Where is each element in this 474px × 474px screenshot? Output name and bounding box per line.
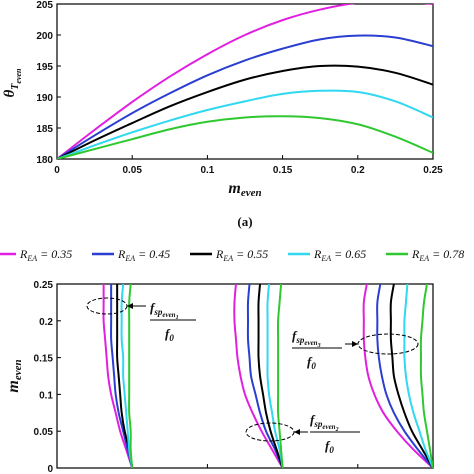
chart-b: 1.522.533.5400.050.10.150.20.25 meven fs…: [5, 280, 436, 474]
chart-b-series-4-branch-3: [403, 284, 433, 468]
chart-b-ytick-label: 0.05: [34, 427, 54, 438]
chart-a-series-line-2: [57, 34, 433, 159]
chart-a-xtick-label: 0.1: [200, 165, 214, 176]
legend-item-1: REA = 0.35: [0, 247, 72, 263]
chart-a-xtick-label: 0.15: [273, 165, 293, 176]
chart-b-series-5-branch-2: [276, 284, 284, 468]
chart-a-series-line-4: [57, 89, 433, 159]
annotation-3-arrowhead: [352, 341, 358, 347]
chart-b-series-1-branch-1: [102, 284, 134, 468]
chart-b-series-4-branch-1: [120, 284, 134, 468]
legend-label: REA = 0.78: [411, 247, 464, 263]
legend-item-4: REA = 0.65: [288, 247, 366, 263]
chart-b-series-1-branch-2: [233, 284, 284, 468]
chart-a-ytick-label: 185: [36, 124, 53, 135]
svg-text:f0: f0: [307, 354, 316, 371]
chart-b-ytick-label: 0.1: [39, 390, 53, 401]
chart-b-series-3-branch-3: [389, 284, 433, 468]
legend-item-3: REA = 0.55: [190, 247, 268, 263]
chart-b-ylabel: meven: [5, 359, 24, 392]
chart-b-lines: [102, 284, 433, 468]
chart-a-ytick-label: 195: [36, 62, 53, 73]
chart-a-xtick-label: 0.05: [122, 165, 142, 176]
chart-a-xtick-label: 0.2: [351, 165, 365, 176]
chart-b-ytick-label: 0.15: [34, 354, 54, 365]
caption-a: (a): [237, 214, 252, 229]
chart-a-series-line-5: [57, 115, 433, 159]
chart-b-series-2-branch-2: [246, 284, 284, 468]
chart-b-series-3-branch-2: [257, 284, 284, 468]
legend-item-5: REA = 0.78: [386, 247, 464, 263]
annotation-1-arrowhead: [127, 303, 133, 309]
chart-b-series-2-branch-1: [110, 284, 134, 468]
chart-b-frame: [56, 283, 434, 469]
annotation-fsp-even-3: fspeven3 f0: [292, 328, 419, 371]
chart-a-ylabel: θTeven: [2, 68, 23, 98]
legend-label: REA = 0.55: [215, 247, 268, 263]
chart-b-ytick-label: 0.2: [39, 317, 53, 328]
chart-a-series-line-3: [57, 64, 433, 159]
chart-b-series-5-branch-3: [419, 284, 433, 468]
chart-a-xtick-label: 0: [54, 165, 60, 176]
annotation-3-ellipse: [357, 333, 419, 355]
chart-a-ytick-label: 200: [36, 31, 53, 42]
svg-text:θTeven: θTeven: [2, 68, 23, 98]
chart-b-series-5-branch-1: [128, 284, 134, 468]
svg-text:f0: f0: [165, 326, 174, 343]
chart-b-series-4-branch-2: [266, 284, 284, 468]
chart-a-ytick-label: 180: [36, 155, 53, 166]
chart-a-ticks: 0 0.05 0.1 0.15 0.2 0.25 180 185 190 195 200 205: [36, 0, 443, 176]
chart-b-series-1-branch-3: [362, 284, 433, 468]
chart-a-xtick-label: 0.25: [423, 165, 443, 176]
legend-label: REA = 0.35: [19, 247, 72, 263]
chart-a-ytick-label: 205: [36, 0, 53, 11]
svg-text:meven: meven: [5, 359, 24, 392]
svg-text:fspeven3: fspeven3: [292, 328, 321, 349]
chart-a-frame: [56, 3, 434, 160]
legend-item-2: REA = 0.45: [92, 247, 170, 263]
svg-text:fspeven1: fspeven1: [150, 300, 179, 321]
chart-b-ytick-label: 0.25: [34, 280, 54, 291]
chart-a-lines: [57, 4, 433, 159]
legend-label: REA = 0.65: [313, 247, 366, 263]
chart-a-ytick-label: 190: [36, 93, 53, 104]
annotation-2-arrowhead: [294, 429, 300, 435]
svg-text:fspeven2: fspeven2: [310, 412, 339, 433]
chart-a-xlabel: meven: [228, 180, 261, 199]
chart-b-series-2-branch-3: [376, 284, 433, 468]
chart-a-series-line-1: [57, 4, 433, 159]
chart-b-series-3-branch-1: [116, 284, 134, 468]
legend-label: REA = 0.45: [117, 247, 170, 263]
chart-a: 0 0.05 0.1 0.15 0.2 0.25 180 185 190 195 200 205 θT…: [2, 0, 443, 229]
svg-text:f0: f0: [325, 438, 334, 455]
chart-b-ytick-label: 0: [47, 464, 53, 474]
legend: REA = 0.35 REA = 0.45 REA = 0.55 REA = 0.65…: [0, 247, 464, 263]
